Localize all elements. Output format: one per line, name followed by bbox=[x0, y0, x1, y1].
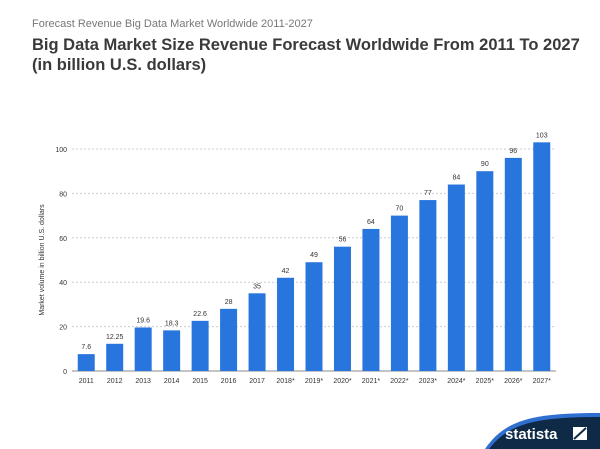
data-label: 7.6 bbox=[81, 344, 91, 351]
data-label: 12.25 bbox=[106, 334, 124, 341]
x-tick-label: 2012 bbox=[107, 378, 123, 385]
x-tick-label: 2019* bbox=[305, 378, 324, 385]
x-tick-label: 2016 bbox=[221, 378, 237, 385]
data-label: 90 bbox=[481, 161, 489, 168]
bar bbox=[220, 308, 238, 371]
data-label: 96 bbox=[509, 148, 517, 155]
x-tick-label: 2014 bbox=[164, 378, 180, 385]
x-tick-label: 2018* bbox=[276, 378, 295, 385]
bar bbox=[419, 200, 437, 371]
x-tick-label: 2024* bbox=[447, 378, 466, 385]
data-label: 70 bbox=[396, 206, 404, 213]
y-axis-label: Market volume in billion U.S. dollars bbox=[39, 204, 46, 316]
bar bbox=[362, 228, 380, 371]
x-tick-label: 2027* bbox=[533, 378, 552, 385]
title-line-1: Big Data Market Size Revenue Forecast Wo… bbox=[32, 36, 580, 54]
x-tick-label: 2020* bbox=[333, 378, 352, 385]
bar bbox=[277, 277, 295, 371]
data-label: 18.3 bbox=[165, 320, 179, 327]
x-tick-label: 2013 bbox=[135, 378, 151, 385]
title-line-2: (in billion U.S. dollars) bbox=[32, 56, 207, 74]
data-label: 19.6 bbox=[136, 317, 150, 324]
data-label: 56 bbox=[339, 237, 347, 244]
data-label: 28 bbox=[225, 299, 233, 306]
y-tick-label: 40 bbox=[59, 280, 67, 287]
bar bbox=[476, 171, 494, 371]
bar bbox=[106, 343, 124, 371]
bar bbox=[191, 320, 209, 371]
data-label: 49 bbox=[310, 252, 318, 259]
data-label: 35 bbox=[253, 283, 261, 290]
x-tick-label: 2011 bbox=[79, 378, 94, 385]
chart-title: Big Data Market Size Revenue Forecast Wo… bbox=[32, 35, 580, 75]
bar bbox=[333, 246, 351, 371]
bar bbox=[504, 157, 522, 371]
x-tick-label: 2017 bbox=[249, 378, 265, 385]
y-tick-label: 100 bbox=[55, 147, 67, 154]
x-tick-label: 2023* bbox=[419, 378, 438, 385]
data-label: 77 bbox=[424, 190, 432, 197]
data-label: 22.6 bbox=[193, 311, 207, 318]
x-tick-label: 2015 bbox=[192, 378, 208, 385]
y-tick-label: 20 bbox=[59, 325, 67, 332]
bar bbox=[248, 293, 266, 371]
data-label: 64 bbox=[367, 219, 375, 226]
bar bbox=[163, 330, 181, 371]
bar bbox=[447, 184, 465, 371]
bar bbox=[390, 215, 408, 371]
data-label: 103 bbox=[536, 132, 548, 139]
data-label: 42 bbox=[282, 268, 290, 275]
chart-subtitle: Forecast Revenue Big Data Market Worldwi… bbox=[32, 18, 313, 30]
x-tick-label: 2025* bbox=[476, 378, 495, 385]
x-tick-label: 2026* bbox=[504, 378, 523, 385]
data-label: 84 bbox=[452, 175, 460, 182]
y-tick-label: 60 bbox=[59, 236, 67, 243]
bar bbox=[134, 327, 152, 371]
logo-text: statista bbox=[505, 426, 558, 443]
x-tick-label: 2021* bbox=[362, 378, 381, 385]
bar bbox=[533, 142, 551, 371]
bar bbox=[77, 354, 95, 371]
y-tick-label: 0 bbox=[63, 369, 67, 376]
x-tick-label: 2022* bbox=[390, 378, 409, 385]
y-tick-label: 80 bbox=[59, 191, 67, 198]
statista-logo: statista bbox=[485, 413, 600, 449]
bar bbox=[305, 262, 323, 371]
